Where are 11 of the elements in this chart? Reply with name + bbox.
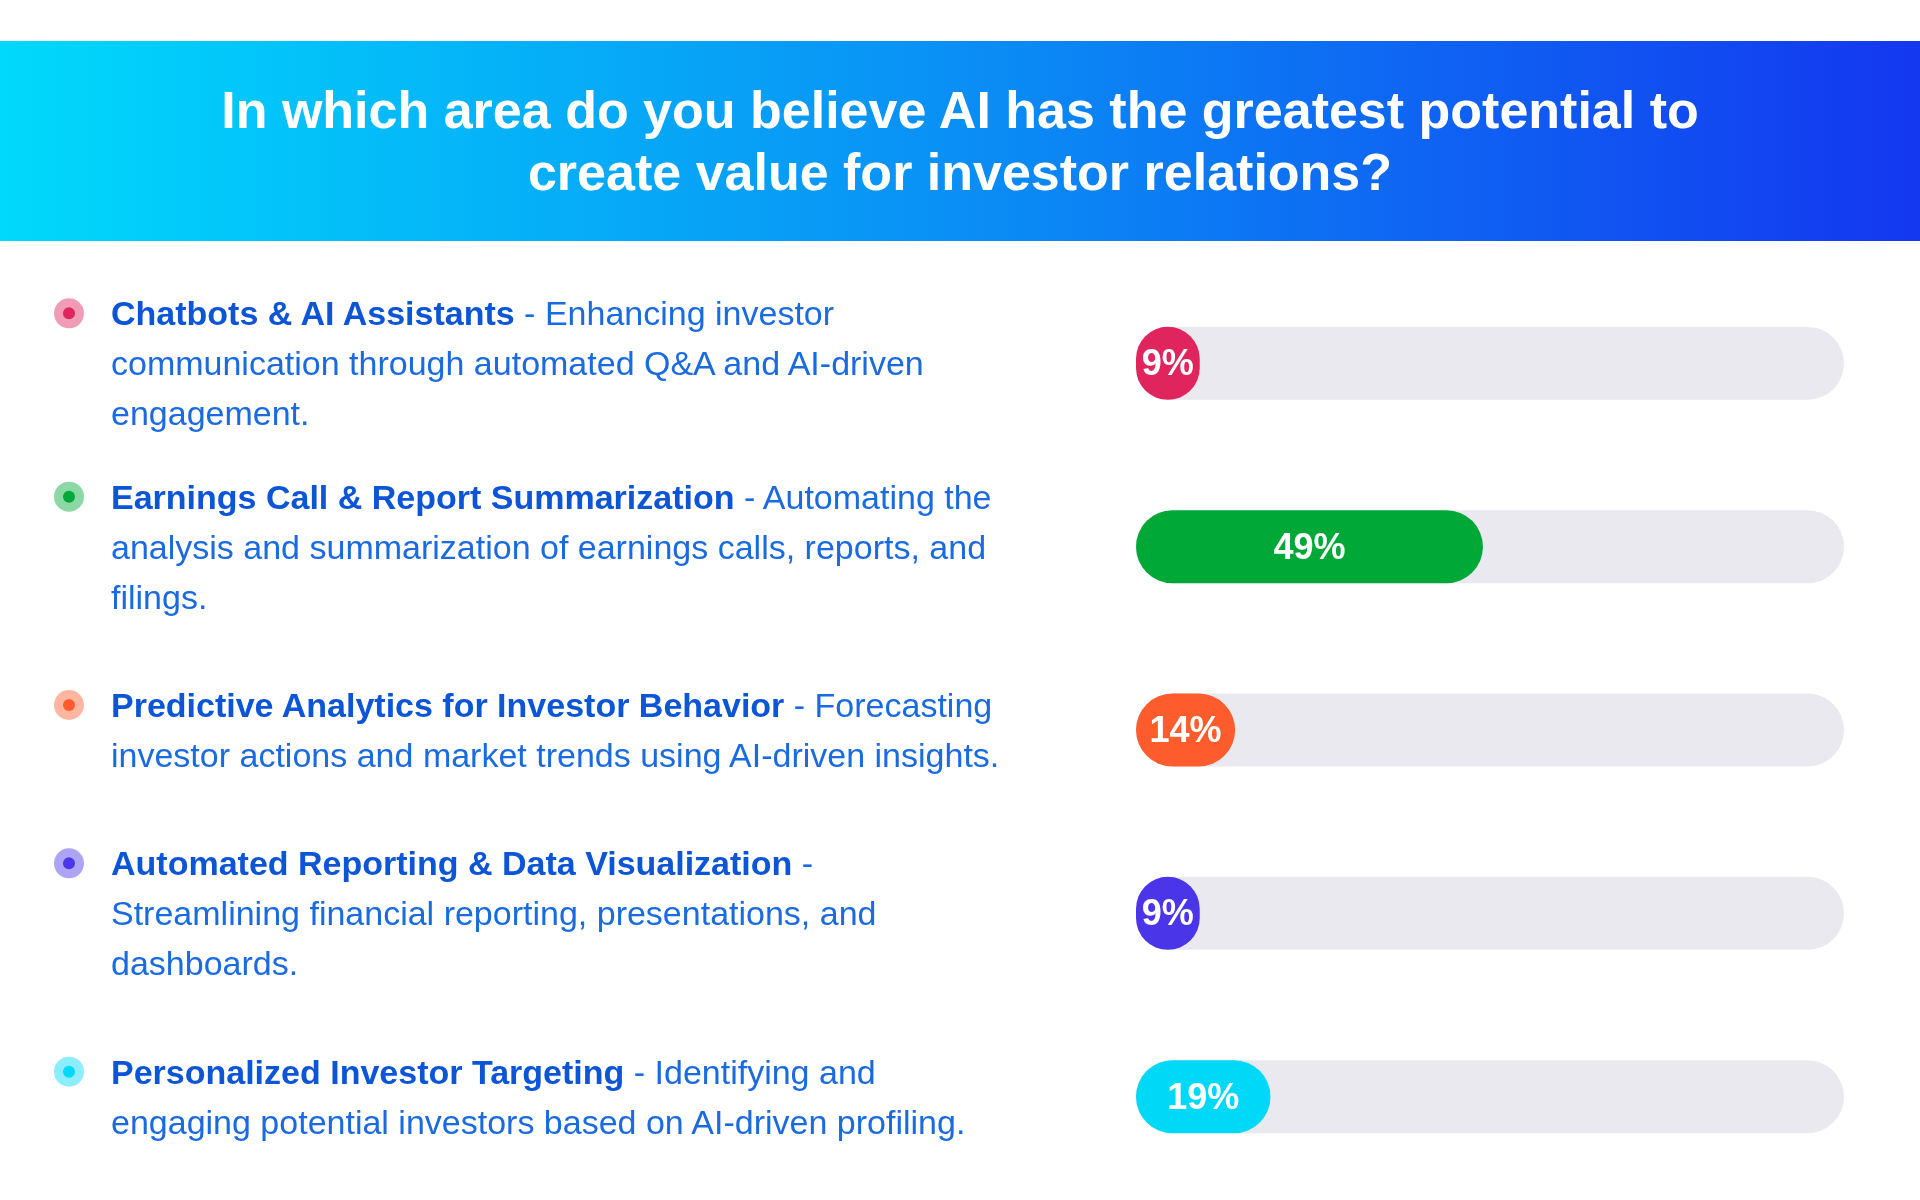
data-label: 14% [1149, 709, 1222, 750]
data-label: 9% [1141, 892, 1194, 934]
data-label: 49% [1273, 525, 1346, 567]
data-label: 19% [1167, 1075, 1240, 1117]
category-label: Personalized Investor Targeting - Identifying and engaging potential investors based on AI-driven profiling. [111, 1052, 966, 1141]
category-label: Automated Reporting & Data Visualization - Streamlining financial reporting, presentations, and dashboards. [111, 844, 877, 983]
chart-title: In which area do you believe AI has the greatest potential to create value for investor relations? [221, 81, 1699, 201]
category-label: Predictive Analytics for Investor Behavior - Forecasting investor actions and market trends using AI-driven insights. [111, 685, 1000, 774]
category-label: Earnings Call & Report Summarization - Automating the analysis and summarization of earnings calls, reports, and filings. [111, 477, 992, 616]
data-label: 9% [1141, 342, 1194, 384]
category-label: Chatbots & AI Assistants - Enhancing investor communication through automated Q&A and AI-driven engagement. [111, 294, 924, 433]
